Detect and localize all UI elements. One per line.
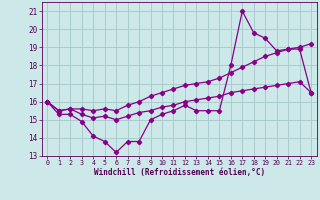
X-axis label: Windchill (Refroidissement éolien,°C): Windchill (Refroidissement éolien,°C) [94, 168, 265, 177]
